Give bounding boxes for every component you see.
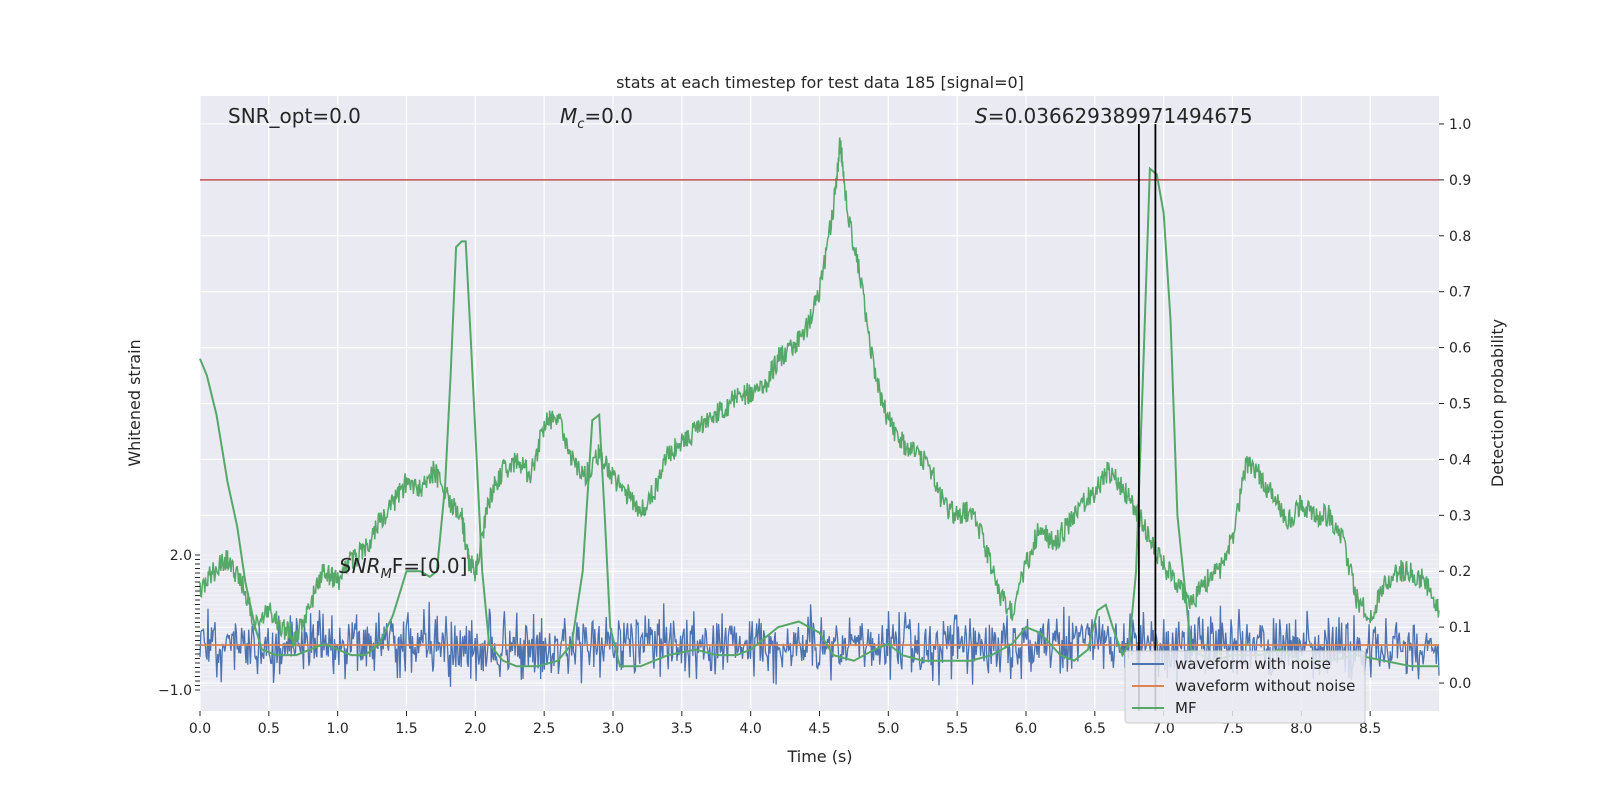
x-tick-label: 8.5 (1359, 721, 1381, 737)
y-axis-left-label: Whitened strain (125, 339, 144, 466)
series-detection-probability (199, 137, 1440, 649)
s-statistic-annotation: S=0.03662938997149467​5 (975, 104, 1253, 128)
snr-mf-annotation: SNRMF=[0.0] (339, 554, 467, 582)
legend-label-clean: waveform without noise (1175, 677, 1355, 695)
y-right-tick-label: 0.7 (1449, 285, 1471, 301)
x-tick-label: 0.5 (258, 721, 280, 737)
y-right-tick-label: 0.9 (1449, 173, 1471, 189)
x-tick-label: 8.0 (1290, 721, 1312, 737)
y-right-tick-label: 0.8 (1449, 229, 1471, 245)
y-left-tick-label: 2.0 (170, 548, 192, 564)
y-right-tick-label: 0.2 (1449, 564, 1471, 580)
x-axis-label: Time (s) (786, 747, 852, 766)
x-tick-label: 5.0 (877, 721, 899, 737)
y-right-tick-label: 0.6 (1449, 341, 1471, 357)
legend-label-noise: waveform with noise (1175, 655, 1331, 673)
y-right-tick-label: 0.3 (1449, 508, 1471, 524)
series-mf (199, 166, 1439, 668)
x-tick-label: 4.5 (808, 721, 830, 737)
y-axis-right-label: Detection probability (1488, 319, 1507, 487)
y-right-tick-label: 0.4 (1449, 452, 1471, 468)
x-tick-label: 1.0 (327, 721, 349, 737)
legend-label-mf: MF (1175, 699, 1197, 717)
x-tick-label: 7.0 (1153, 721, 1175, 737)
chart-title: stats at each timestep for test data 185… (616, 73, 1024, 92)
y-right-tick-label: 1.0 (1449, 117, 1471, 133)
snr-opt-annotation: SNR_opt=0.0 (228, 104, 361, 128)
x-tick-label: 3.5 (671, 721, 693, 737)
x-tick-label: 3.0 (602, 721, 624, 737)
axes: 0.0 0.5 1.0 1.5 2.0 2.5 3.0 3.5 4.0 4.5 5.0 5.5 6.0 6… (158, 117, 1471, 737)
legend-frame (1124, 650, 1366, 724)
x-tick-label: 2.0 (464, 721, 486, 737)
y-left-tick-label: −1.0 (158, 683, 192, 699)
x-tick-label: 0.0 (189, 721, 211, 737)
x-tick-label: 5.5 (946, 721, 968, 737)
x-tick-label: 6.0 (1015, 721, 1037, 737)
x-tick-label: 2.5 (533, 721, 555, 737)
x-tick-label: 6.5 (1084, 721, 1106, 737)
x-tick-label: 1.5 (395, 721, 417, 737)
chirp-mass-annotation: Mc=0.0 (560, 104, 633, 132)
y-right-tick-label: 0.5 (1449, 397, 1471, 413)
y-right-tick-label: 0.0 (1449, 676, 1471, 692)
x-tick-label: 4.0 (740, 721, 762, 737)
y-right-tick-label: 0.1 (1449, 620, 1471, 636)
legend: waveform with noise waveform without noi… (1124, 650, 1366, 724)
x-tick-label: 7.5 (1221, 721, 1243, 737)
